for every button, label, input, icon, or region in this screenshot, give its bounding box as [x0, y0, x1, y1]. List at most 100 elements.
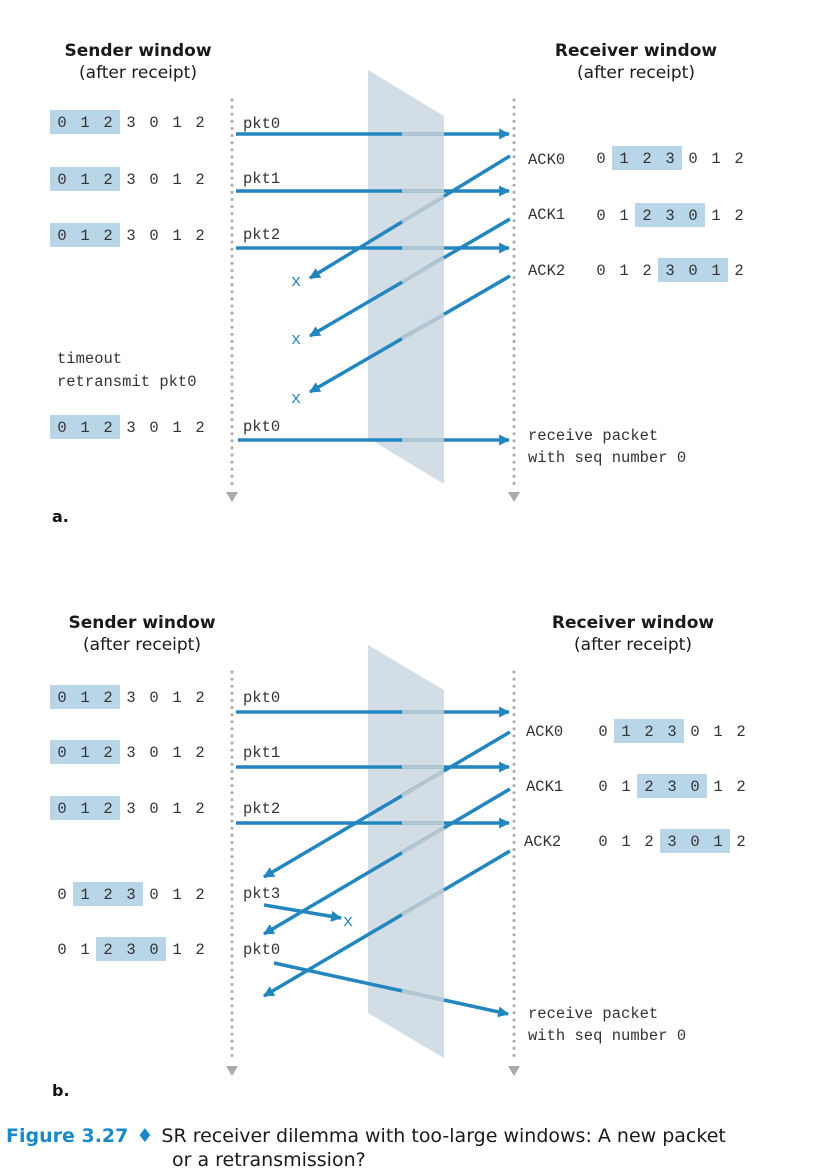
seq-number: 0: [688, 150, 697, 168]
ack-label: ACK2: [524, 833, 561, 851]
seq-number: 2: [642, 207, 651, 225]
seq-number: 2: [195, 886, 204, 904]
ack-arrow: [263, 787, 511, 936]
seq-number: 0: [598, 778, 607, 796]
seq-number: 0: [57, 744, 66, 762]
window-highlight: [612, 146, 682, 170]
window-highlight: [73, 882, 143, 906]
packet-label: pkt0: [243, 115, 280, 133]
caption-line2: or a retransmission?: [172, 1149, 366, 1171]
window-highlight: [50, 740, 120, 764]
seq-number: 1: [711, 150, 720, 168]
receiver-timeline-arrow: [508, 1066, 520, 1076]
packet-label: pkt0: [243, 418, 280, 436]
seq-number: 0: [598, 723, 607, 741]
seq-number: 2: [736, 723, 745, 741]
seq-number: 2: [644, 778, 653, 796]
seq-number: 0: [149, 800, 158, 818]
seq-number: 1: [172, 886, 181, 904]
seq-number: 0: [149, 941, 158, 959]
seq-number: 0: [149, 114, 158, 132]
ack-arrows: [263, 730, 511, 998]
channel-crossing: [401, 312, 445, 341]
receive-note-line2: with seq number 0: [528, 449, 686, 467]
channel-crossing: [401, 888, 445, 917]
seq-number: 0: [149, 227, 158, 245]
ack-label: ACK0: [526, 723, 563, 741]
seq-number: 0: [57, 689, 66, 707]
seq-number: 2: [642, 150, 651, 168]
ack-arrow: [263, 849, 511, 998]
receiver-header-subtitle: (after receipt): [574, 635, 692, 655]
seq-number: 1: [80, 689, 89, 707]
seq-number: 2: [103, 171, 112, 189]
seq-number: 2: [103, 886, 112, 904]
seq-number: 2: [103, 419, 112, 437]
window-highlight: [660, 829, 730, 853]
seq-number: 1: [711, 262, 720, 280]
ack-arrows: [309, 154, 511, 394]
lost-x-mark: x: [291, 273, 301, 292]
sender-header-title: Sender window: [68, 613, 215, 633]
seq-number: 1: [172, 227, 181, 245]
seq-number: 1: [713, 778, 722, 796]
seq-number: 3: [665, 150, 674, 168]
packet-label: pkt3: [243, 885, 280, 903]
seq-number: 1: [619, 262, 628, 280]
seq-number: 3: [665, 207, 674, 225]
ack-label: ACK0: [528, 151, 565, 169]
window-highlight: [635, 203, 705, 227]
channel-crossing: [401, 769, 445, 798]
seq-number: 0: [598, 833, 607, 851]
seq-number: 0: [57, 114, 66, 132]
channel-crossing: [401, 194, 445, 224]
window-highlight: [637, 774, 707, 798]
window-highlight: [50, 685, 120, 709]
seq-number: 2: [736, 833, 745, 851]
seq-number: 0: [690, 833, 699, 851]
seq-number: 3: [126, 800, 135, 818]
panel-label: a.: [52, 507, 69, 526]
sender-header-subtitle: (after receipt): [83, 635, 201, 655]
seq-number: 3: [126, 744, 135, 762]
seq-number: 2: [195, 419, 204, 437]
seq-number: 1: [80, 227, 89, 245]
seq-number: 1: [619, 150, 628, 168]
seq-number: 1: [80, 886, 89, 904]
packet-label: pkt2: [243, 800, 280, 818]
seq-number: 3: [667, 723, 676, 741]
seq-number: 1: [172, 171, 181, 189]
channel-crossing: [401, 256, 445, 284]
window-highlight: [50, 796, 120, 820]
timeout-label: timeout: [57, 350, 122, 368]
seq-number: 1: [619, 207, 628, 225]
seq-number: 1: [713, 833, 722, 851]
seq-number: 2: [195, 689, 204, 707]
seq-number: 1: [621, 778, 630, 796]
seq-number: 1: [172, 114, 181, 132]
seq-number: 3: [126, 886, 135, 904]
seq-number: 2: [734, 207, 743, 225]
window-highlight: [50, 110, 120, 134]
receive-note-line1: receive packet: [528, 1005, 658, 1023]
ack-label: ACK1: [528, 206, 565, 224]
seq-number: 2: [103, 227, 112, 245]
caption-line1: Figure 3.27 ♦ SR receiver dilemma with too…: [6, 1125, 726, 1147]
seq-number: 2: [103, 800, 112, 818]
seq-number: 1: [80, 941, 89, 959]
part-b: Sender window (after receipt) Receiver w…: [50, 613, 746, 1100]
seq-number: 0: [57, 886, 66, 904]
seq-number: 0: [149, 171, 158, 189]
packet-label: pkt1: [243, 170, 280, 188]
lost-x-mark: x: [291, 390, 301, 409]
caption-text: SR receiver dilemma with too-large windo…: [161, 1125, 725, 1147]
seq-number: 3: [126, 227, 135, 245]
